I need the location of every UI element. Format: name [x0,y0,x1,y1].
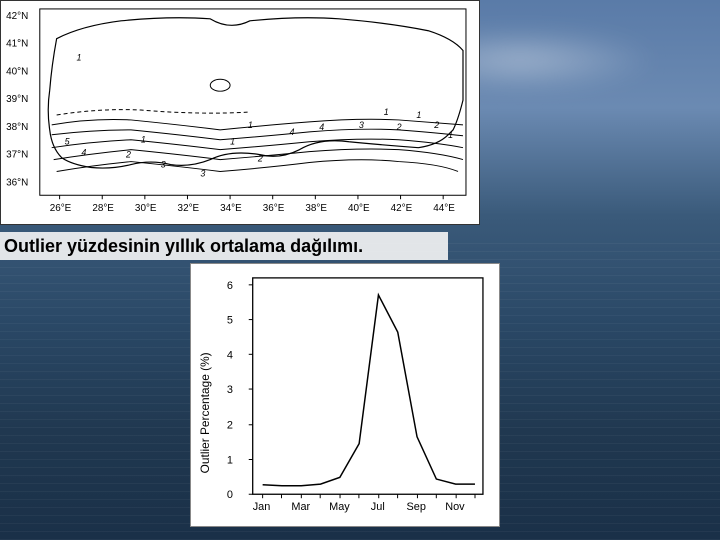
svg-text:1: 1 [141,135,146,145]
ytick-37n: 37°N [6,150,28,161]
xtick-28e: 28°E [92,203,114,214]
svg-text:4: 4 [290,127,295,137]
chart-frame [253,278,483,494]
inner-lake [210,79,230,91]
svg-text:1: 1 [416,110,421,120]
svg-text:2: 2 [396,122,402,132]
ytick-42n: 42°N [6,11,28,22]
svg-text:3: 3 [161,160,166,170]
map-frame [40,9,466,195]
coastline [48,18,463,168]
contour-labels: 1 1 2 3 3 5 4 1 2 1 4 4 3 1 2 1 2 1 [65,52,454,178]
chart-ylabel: Outlier Percentage (%) [198,352,212,473]
series-line [263,295,475,486]
xtick-34e: 34°E [220,203,242,214]
svg-text:4: 4 [319,122,324,132]
ytick-2: 2 [227,420,233,432]
xtick-mar: Mar [291,501,310,513]
line-chart-panel: Outlier Percentage (%) 0 1 2 3 4 5 6 Jan [190,263,500,527]
svg-text:2: 2 [125,150,131,160]
xtick-jul: Jul [371,501,385,513]
chart-y-ticks: 0 1 2 3 4 5 6 [227,280,253,501]
xtick-36e: 36°E [263,203,285,214]
ytick-36n: 36°N [6,177,28,188]
ytick-38n: 38°N [6,122,28,133]
svg-text:3: 3 [359,120,364,130]
map-x-ticks: 26°E 28°E 30°E 32°E 34°E 36°E 38°E 40°E … [50,195,456,214]
svg-text:2: 2 [433,120,439,130]
svg-text:1: 1 [76,52,81,62]
chart-x-ticks: Jan Mar May Jul Sep Nov [253,494,475,513]
ytick-6: 6 [227,280,233,292]
xtick-may: May [329,501,350,513]
ytick-41n: 41°N [6,39,28,50]
xtick-42e: 42°E [391,203,413,214]
svg-text:1: 1 [248,120,253,130]
ytick-39n: 39°N [6,94,28,105]
contour-map-svg: 42°N 41°N 40°N 39°N 38°N 37°N 36°N 26°E … [1,1,479,224]
ytick-1: 1 [227,454,233,466]
xtick-32e: 32°E [178,203,200,214]
line-chart-svg: Outlier Percentage (%) 0 1 2 3 4 5 6 Jan [191,264,499,526]
xtick-nov: Nov [445,501,465,513]
ytick-3: 3 [227,384,233,396]
caption-text: Outlier yüzdesinin yıllık ortalama dağıl… [4,236,363,257]
svg-text:3: 3 [200,168,205,178]
xtick-jan: Jan [253,501,271,513]
svg-text:1: 1 [230,137,235,147]
contour-map-panel: 42°N 41°N 40°N 39°N 38°N 37°N 36°N 26°E … [0,0,480,225]
xtick-26e: 26°E [50,203,72,214]
ytick-5: 5 [227,315,233,327]
svg-text:1: 1 [448,130,453,140]
caption-bar: Outlier yüzdesinin yıllık ortalama dağıl… [0,232,448,260]
map-y-ticks: 42°N 41°N 40°N 39°N 38°N 37°N 36°N [6,11,28,189]
svg-text:1: 1 [384,107,389,117]
svg-text:5: 5 [65,137,70,147]
xtick-38e: 38°E [305,203,327,214]
svg-text:4: 4 [81,148,86,158]
xtick-sep: Sep [407,501,426,513]
ytick-40n: 40°N [6,66,28,77]
xtick-30e: 30°E [135,203,157,214]
xtick-44e: 44°E [433,203,455,214]
xtick-40e: 40°E [348,203,370,214]
ytick-0: 0 [227,489,233,501]
svg-text:2: 2 [257,154,263,164]
ytick-4: 4 [227,349,233,361]
